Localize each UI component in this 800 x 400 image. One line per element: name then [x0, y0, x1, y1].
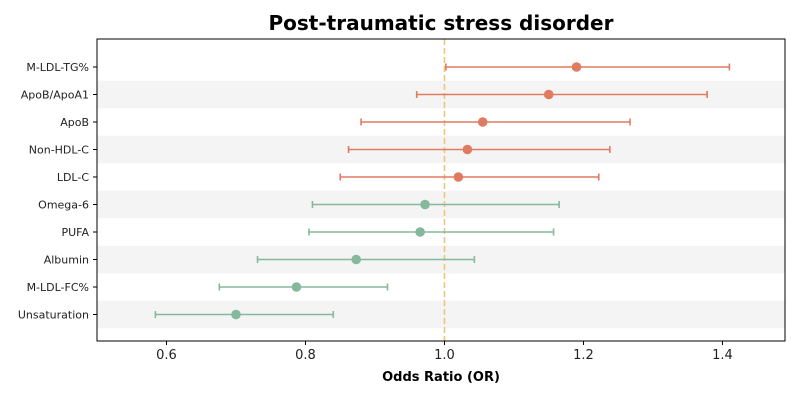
point-estimate — [415, 227, 425, 237]
y-axis-ticks: M-LDL-TG% ApoB/ApoA1 ApoB Non-HDL-C LDL-C Ome… — [18, 61, 97, 322]
data-marks — [154, 62, 731, 320]
point-estimate — [477, 117, 488, 127]
y-tick-label: Omega-6 — [38, 199, 89, 212]
point-estimate — [351, 254, 362, 265]
y-tick-label: M-LDL-FC% — [27, 281, 89, 294]
x-tick-label: 0.6 — [156, 348, 177, 363]
y-tick-label: ApoB — [60, 116, 89, 129]
x-tick-label: 1.0 — [434, 348, 455, 363]
x-axis-label: Odds Ratio (OR) — [382, 370, 500, 385]
point-estimate — [543, 89, 554, 100]
point-estimate — [231, 309, 241, 320]
y-tick-label: LDL-C — [57, 171, 90, 184]
y-tick-label: Non-HDL-C — [29, 144, 90, 157]
x-axis-ticks: 0.6 0.8 1.0 1.2 1.4 — [156, 341, 733, 363]
y-tick-label: ApoB/ApoA1 — [21, 89, 89, 102]
y-tick-label: Unsaturation — [18, 309, 89, 322]
point-estimate — [462, 144, 473, 155]
y-tick-label: PUFA — [61, 226, 89, 239]
x-tick-label: 1.4 — [712, 348, 733, 363]
point-estimate — [420, 199, 430, 210]
point-estimate — [291, 282, 302, 292]
x-tick-label: 0.8 — [295, 348, 316, 363]
plot-frame — [96, 38, 786, 342]
y-tick-label: Albumin — [44, 254, 89, 267]
point-estimate — [571, 62, 582, 72]
chart-title: Post-traumatic stress disorder — [269, 11, 614, 35]
point-estimate — [453, 172, 464, 182]
y-tick-label: M-LDL-TG% — [26, 61, 89, 74]
x-tick-label: 1.2 — [573, 348, 594, 363]
